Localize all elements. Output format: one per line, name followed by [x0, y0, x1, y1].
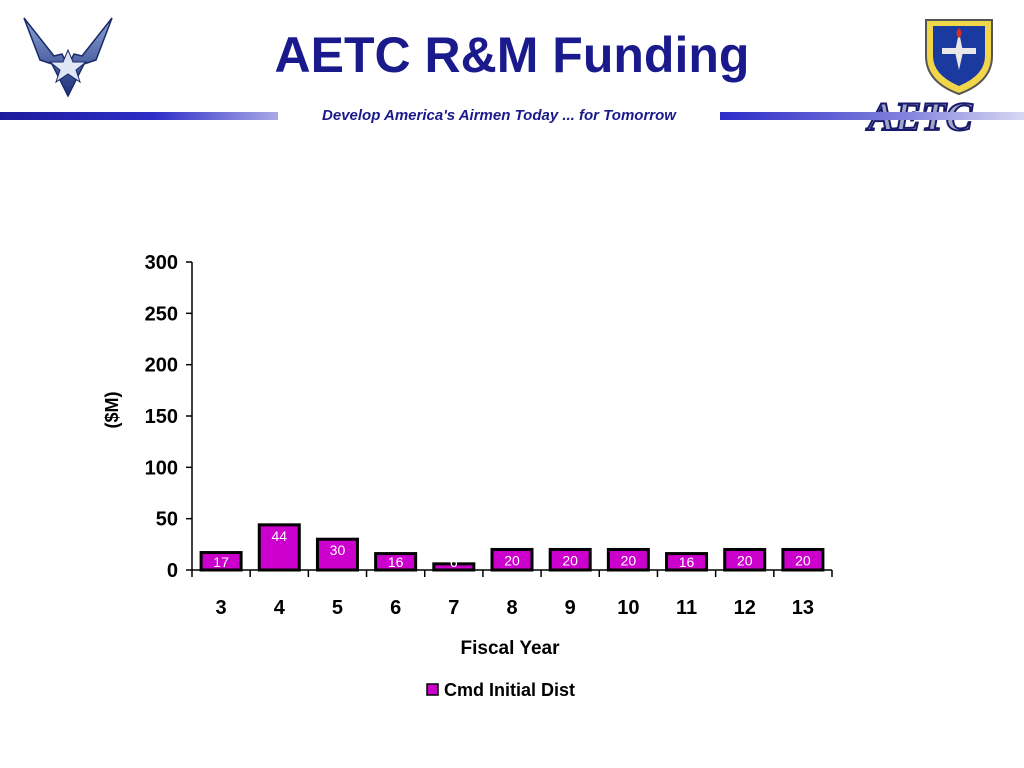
bar-data-label: 20	[621, 552, 637, 568]
y-tick-label: 150	[145, 406, 178, 428]
bar	[665, 552, 709, 572]
bar	[432, 562, 476, 572]
x-tick-label: 7	[448, 597, 459, 619]
x-tick-label: 4	[274, 597, 286, 619]
bar-data-label: 6	[450, 554, 458, 570]
bar-data-label: 44	[271, 528, 287, 544]
y-tick-label: 50	[156, 509, 178, 531]
x-tick-label: 9	[565, 597, 576, 619]
y-tick-label: 0	[167, 560, 178, 582]
bar	[606, 547, 650, 572]
banner-stripe-left	[0, 112, 278, 120]
page-title: AETC R&M Funding	[274, 27, 750, 83]
air-force-wings-logo-icon	[23, 17, 113, 98]
y-axis-label: ($M)	[102, 392, 122, 429]
y-tick-label: 250	[145, 303, 178, 325]
x-axis-label: Fiscal Year	[461, 638, 561, 659]
x-tick-label: 5	[332, 597, 343, 619]
x-tick-label: 8	[506, 597, 517, 619]
tagline: Develop America's Airmen Today ... for T…	[322, 107, 676, 124]
header-banner: Develop America's Airmen Today ... for T…	[0, 107, 1024, 124]
bar	[257, 523, 301, 572]
banner-stripe-right	[720, 112, 1024, 120]
y-tick-label: 200	[145, 355, 178, 377]
x-tick-label: 6	[390, 597, 401, 619]
bar	[781, 547, 825, 572]
bar-data-label: 20	[504, 552, 520, 568]
bar	[374, 552, 418, 572]
plot-area: 0501001502002503001734443051666720820920…	[145, 252, 833, 619]
legend: Cmd Initial Dist	[426, 680, 575, 700]
bar-data-label: 17	[213, 554, 229, 570]
bar-data-label: 16	[679, 554, 695, 570]
bar-data-label: 20	[562, 552, 578, 568]
y-tick-label: 100	[145, 457, 178, 479]
x-tick-label: 11	[676, 597, 697, 619]
x-tick-label: 12	[734, 597, 756, 619]
aetc-shield-emblem-icon	[925, 19, 993, 96]
bar-data-label: 16	[388, 554, 404, 570]
bar	[315, 537, 359, 572]
bar	[490, 547, 534, 572]
bar-data-label: 20	[737, 552, 753, 568]
legend-swatch	[426, 683, 439, 696]
legend-label: Cmd Initial Dist	[444, 680, 575, 700]
x-tick-label: 13	[792, 597, 814, 619]
bar	[723, 547, 767, 572]
y-tick-label: 300	[145, 252, 178, 274]
bar	[548, 547, 592, 572]
x-tick-label: 3	[216, 597, 227, 619]
bar-data-label: 20	[795, 552, 811, 568]
bar	[199, 551, 243, 572]
bar-data-label: 30	[330, 542, 346, 558]
x-tick-label: 10	[617, 597, 639, 619]
